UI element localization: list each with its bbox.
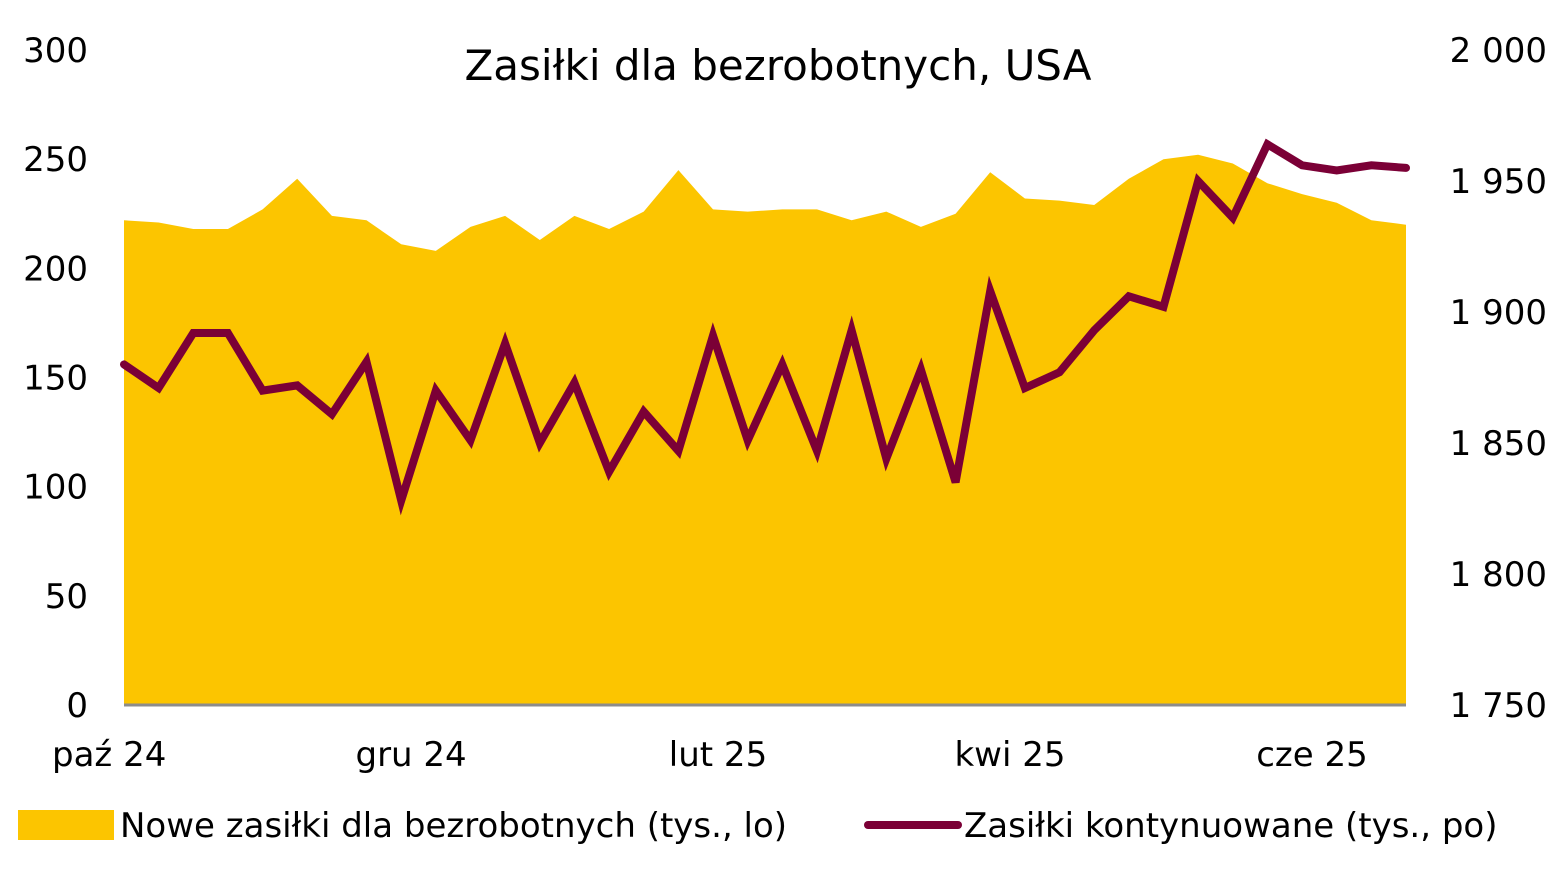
x-tick-label: cze 25 [1256, 735, 1368, 775]
y-right-tick-label: 1 950 [1450, 162, 1547, 202]
y-axis-left: 0 50 100 150 200 250 300 [23, 31, 88, 726]
y-left-tick-label: 150 [23, 359, 88, 399]
series-line-continued-claims [120, 138, 1410, 516]
y-right-tick-label: 2 000 [1450, 31, 1547, 71]
y-right-tick-label: 1 850 [1450, 424, 1547, 464]
x-tick-label: kwi 25 [954, 735, 1065, 775]
legend: Nowe zasiłki dla bezrobotnych (tys., lo)… [18, 806, 1498, 846]
x-tick-label: lut 25 [669, 735, 767, 775]
legend-label-new-claims: Nowe zasiłki dla bezrobotnych (tys., lo) [120, 806, 787, 846]
y-left-tick-label: 300 [23, 31, 88, 71]
y-right-tick-label: 1 900 [1450, 293, 1547, 333]
y-left-tick-label: 100 [23, 468, 88, 508]
y-right-tick-label: 1 800 [1450, 555, 1547, 595]
area-layer [124, 154, 1406, 706]
x-tick-label: gru 24 [356, 735, 467, 775]
x-axis-ticks: paź 24 gru 24 lut 25 kwi 25 cze 25 [52, 735, 1368, 775]
y-left-tick-label: 0 [66, 686, 88, 726]
chart-title: Zasiłki dla bezrobotnych, USA [465, 41, 1092, 90]
y-left-tick-label: 250 [23, 140, 88, 180]
y-axis-right: 1 750 1 800 1 850 1 900 1 950 2 000 [1450, 31, 1547, 726]
legend-swatch-new-claims [18, 810, 114, 840]
y-right-tick-label: 1 750 [1450, 686, 1547, 726]
legend-label-continued-claims: Zasiłki kontynuowane (tys., po) [964, 806, 1498, 846]
x-tick-label: paź 24 [52, 735, 166, 775]
series-area-new-claims [124, 154, 1406, 706]
y-left-tick-label: 200 [23, 249, 88, 289]
y-left-tick-label: 50 [45, 577, 88, 617]
line-layer [120, 138, 1410, 516]
